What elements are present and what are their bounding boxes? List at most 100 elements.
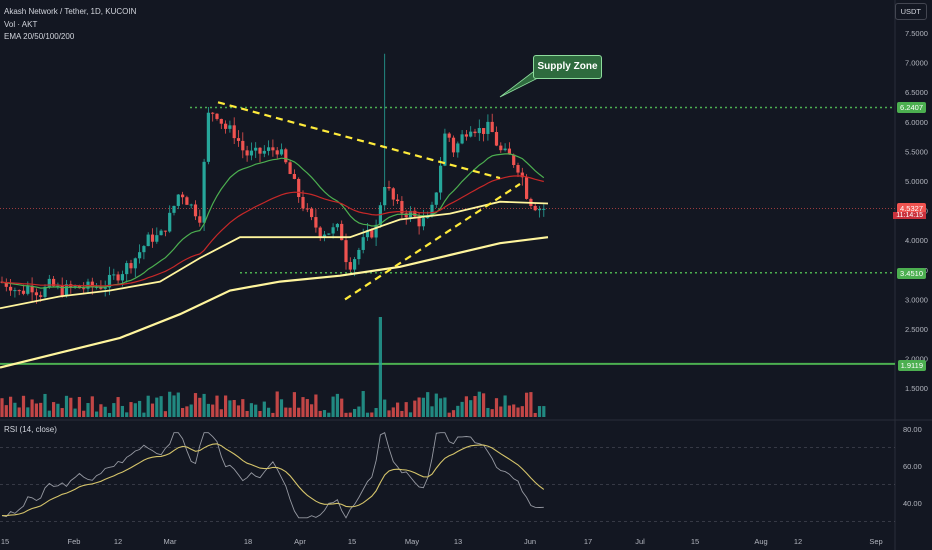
- volume-bar: [327, 412, 331, 417]
- candle-body: [125, 263, 129, 275]
- volume-bar: [193, 393, 198, 417]
- volume-bar: [490, 409, 494, 417]
- volume-bar: [103, 406, 107, 417]
- candle-body: [464, 134, 468, 137]
- volume-bar: [288, 407, 292, 417]
- candle-body: [353, 259, 357, 270]
- volume-bar: [305, 399, 309, 417]
- candle-body: [413, 210, 417, 217]
- volume-bar: [499, 406, 503, 417]
- rsi-axis: 80.00 60.00 40.00: [0, 425, 922, 522]
- volume-bar: [236, 405, 241, 417]
- volume-bar: [310, 404, 314, 417]
- volume-bar: [107, 412, 112, 417]
- candle-body: [421, 218, 425, 227]
- time-tick-label: Aug: [754, 537, 767, 546]
- volume-bar: [331, 396, 335, 417]
- volume-bar: [421, 397, 425, 417]
- volume-bar: [181, 407, 185, 417]
- volume-bar: [138, 400, 142, 417]
- candle-body: [318, 227, 322, 237]
- candle-body: [451, 137, 456, 153]
- time-tick-label: 15: [348, 537, 356, 546]
- symbol-title: Akash Network / Tether, 1D, KUCOIN: [4, 7, 137, 16]
- volume-bar: [254, 404, 258, 417]
- volume-bar: [318, 410, 322, 417]
- candle-body: [396, 199, 400, 202]
- volume-bar: [353, 408, 357, 417]
- price-tick-label: 2.5000: [905, 325, 928, 334]
- volume-bar: [413, 400, 417, 417]
- candle-body: [254, 147, 258, 151]
- volume-bar: [512, 404, 516, 417]
- volume-bar: [4, 405, 8, 417]
- candle-body: [133, 258, 137, 269]
- price-tick-label: 5.5000: [905, 147, 928, 156]
- volume-legend: Vol · AKT: [4, 20, 38, 29]
- volume-bar: [0, 398, 4, 417]
- volume-bar: [464, 396, 468, 417]
- candle-body: [185, 197, 189, 205]
- volume-bar: [297, 407, 301, 417]
- candle-body: [206, 112, 210, 162]
- volume-bar: [146, 395, 150, 417]
- volume-bar: [314, 394, 318, 417]
- candle-body: [460, 134, 464, 144]
- volume-bar: [322, 410, 327, 417]
- volume-bar: [439, 398, 443, 417]
- candle-body: [391, 188, 395, 200]
- candle-body: [224, 123, 228, 129]
- candle-body: [34, 292, 38, 296]
- ema-legend: EMA 20/50/100/200: [4, 32, 75, 41]
- candle-body: [494, 132, 499, 146]
- volume-bar: [447, 412, 451, 417]
- currency-button[interactable]: USDT: [894, 3, 927, 20]
- volume-bar: [228, 400, 232, 417]
- volume-bar: [142, 412, 146, 417]
- candle-body: [64, 284, 69, 296]
- candle-body: [297, 178, 301, 197]
- volume-bar: [159, 396, 163, 417]
- volume-bar: [525, 392, 529, 417]
- candle-body: [129, 263, 133, 269]
- volume-bar: [90, 396, 94, 417]
- price-tick-label: 5.0000: [905, 177, 928, 186]
- candle-body: [525, 177, 529, 199]
- time-tick-label: Apr: [294, 537, 306, 546]
- candle-body: [219, 118, 223, 124]
- volume-bar: [301, 397, 305, 417]
- candle-body: [163, 230, 167, 232]
- upper-level-tag: 6.2407: [897, 102, 926, 113]
- ema-50-line: [1, 175, 544, 287]
- candle-body: [520, 172, 524, 178]
- volume-bar: [185, 406, 189, 417]
- volume-bar: [456, 405, 460, 417]
- candle-body: [387, 186, 391, 189]
- volume-bar: [426, 392, 430, 417]
- ema-100-line: [0, 200, 549, 310]
- volume-bar: [292, 392, 296, 417]
- time-tick-label: 13: [454, 537, 462, 546]
- volume-bar: [460, 401, 464, 417]
- candle-body: [490, 121, 494, 133]
- candle-body: [434, 192, 438, 205]
- candle-body: [241, 140, 245, 151]
- supply-zone-label: Supply Zone: [533, 55, 602, 79]
- candle-body: [542, 208, 546, 210]
- volume-bar: [503, 395, 507, 417]
- rsi-tick-label: 60.00: [903, 462, 922, 471]
- volume-bar: [9, 396, 13, 417]
- volume-bar: [520, 406, 524, 417]
- volume-bar: [211, 404, 215, 417]
- volume-bar: [215, 395, 219, 417]
- candle-body: [533, 205, 537, 211]
- candle-body: [301, 196, 305, 209]
- candle-body: [150, 234, 155, 242]
- candle-body: [198, 216, 202, 223]
- candle-body: [279, 149, 284, 155]
- candle-body: [159, 230, 163, 236]
- volume-bar: [155, 397, 159, 417]
- candle-body: [155, 235, 159, 242]
- volume-bar: [271, 412, 275, 417]
